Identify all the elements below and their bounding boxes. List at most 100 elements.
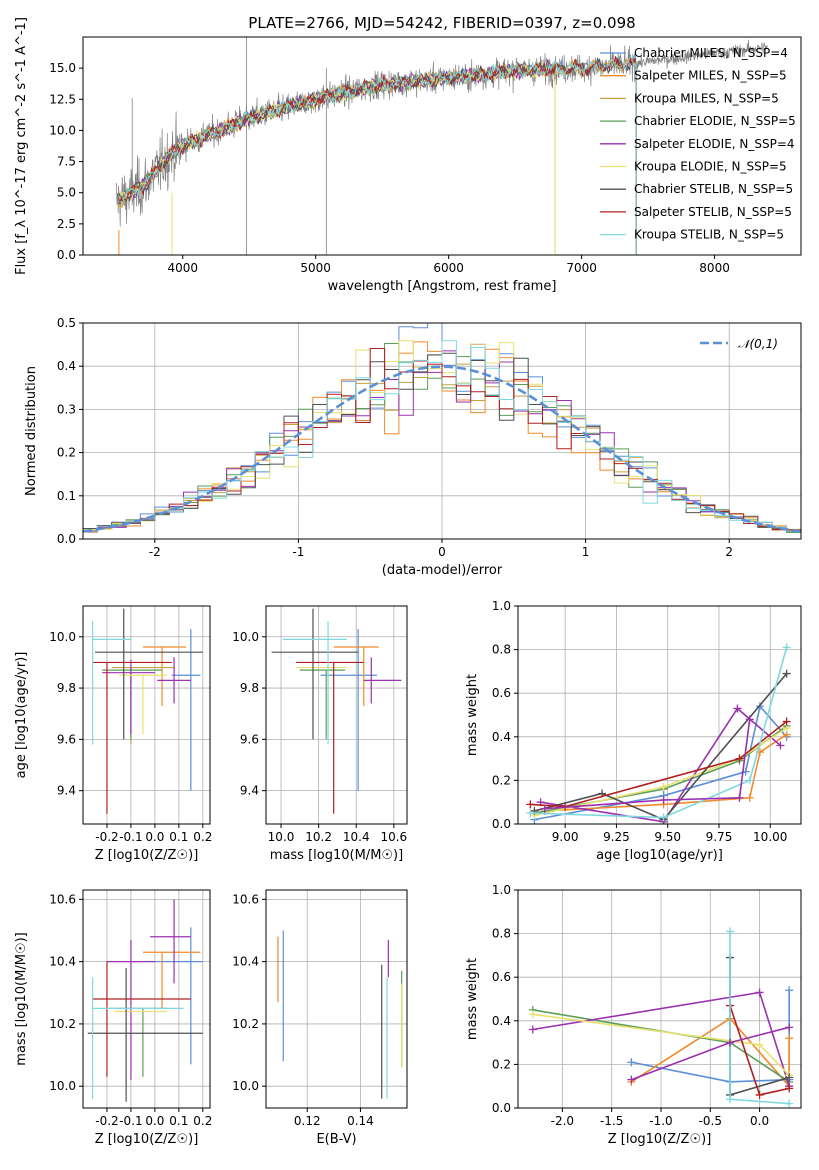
plus-marker	[659, 782, 668, 791]
x-tick-label: -1	[292, 545, 304, 559]
plus-marker	[785, 1034, 794, 1043]
y-axis-label: Flux [f_λ 10^-17 erg cm^-2 s^-1 A^-1]	[14, 17, 29, 275]
weight-line	[540, 707, 782, 823]
plot-content	[91, 608, 203, 814]
plot-area	[266, 890, 407, 1108]
plot-area	[518, 890, 801, 1108]
plot-area	[266, 606, 407, 824]
legend: Chabrier MILES, N_SSP=4 Salpeter MILES, N…	[600, 46, 796, 242]
x-tick-label: 2	[725, 545, 733, 559]
plus-marker	[745, 776, 754, 785]
plus-marker	[526, 809, 535, 818]
axes-frame	[82, 36, 802, 256]
x-tick-label: 7000	[566, 261, 597, 275]
y-tick-label: 0.3	[57, 402, 76, 416]
plus-marker	[785, 1073, 794, 1082]
y-axis-label: Normed distribution	[24, 366, 39, 496]
x-tick-label: -1.5	[600, 1114, 623, 1128]
y-tick-label: 0.6	[492, 970, 511, 984]
x-tick-label: 10.00	[753, 830, 787, 844]
y-tick-label: 0.2	[57, 446, 76, 460]
weight-line	[534, 673, 788, 821]
legend-label: Kroupa ELODIE, N_SSP=5	[634, 160, 787, 174]
plus-marker	[528, 1025, 537, 1034]
y-tick-label: 0.4	[57, 359, 76, 373]
x-tick-label: 9.00	[552, 830, 579, 844]
y-tick-label: 7.5	[57, 155, 76, 169]
legend-label: 𝒩(0,1)	[738, 337, 778, 351]
x-tick-label: -2.0	[551, 1114, 574, 1128]
x-tick-label: 0.0	[145, 830, 164, 844]
y-tick-label: 9.4	[240, 784, 259, 798]
y-axis-label: age [log10(age/yr)]	[14, 652, 29, 779]
plus-marker	[755, 988, 764, 997]
y-axis-label: mass [log10(M/M☉)]	[14, 932, 29, 1065]
legend-label: Chabrier MILES, N_SSP=4	[634, 46, 788, 60]
x-tick-label: 10.2	[305, 830, 332, 844]
axes-frame	[517, 605, 802, 825]
x-tick-label: 0.14	[347, 1114, 374, 1128]
x-tick-label: 1	[582, 545, 590, 559]
histogram-step	[83, 340, 801, 539]
y-axis-label: mass weight	[465, 958, 480, 1040]
x-tick-label: 10.4	[343, 830, 370, 844]
x-tick-label: -0.2	[95, 1114, 118, 1128]
axes-weight_vs_Z: -2.0 -1.5 -1.0 -0.5 0.0 0.0 0.2 0.4 0.6 0.8 1.0 Z […	[465, 883, 802, 1147]
y-tick-label: 0.2	[492, 773, 511, 787]
y-axis-label: mass weight	[465, 674, 480, 756]
y-tick-label: 0.8	[492, 643, 511, 657]
plot-content	[87, 899, 203, 1102]
y-tick-label: 10.6	[232, 892, 259, 906]
y-tick-label: 10.4	[49, 955, 76, 969]
model-line	[118, 56, 637, 205]
plus-marker	[785, 986, 794, 995]
y-tick-label: 10.2	[49, 1017, 76, 1031]
y-tick-label: 0.6	[492, 686, 511, 700]
y-tick-label: 10.0	[49, 123, 76, 137]
x-axis-label: Z [log10(Z/Z☉)]	[95, 848, 199, 863]
x-tick-label: 0.1	[169, 1114, 188, 1128]
legend-label: Salpeter STELIB, N_SSP=5	[634, 205, 792, 219]
plus-marker	[782, 669, 791, 678]
y-tick-label: 2.5	[57, 217, 76, 231]
plus-marker	[785, 1099, 794, 1108]
axes-age_vs_mass: 10.0 10.2 10.4 10.6 9.4 9.6 9.8 10.0 mass [log10…	[232, 605, 408, 863]
x-axis-label: wavelength [Angstrom, rest frame]	[328, 279, 557, 294]
x-tick-label: -1.0	[649, 1114, 672, 1128]
axes-frame	[517, 889, 802, 1109]
x-tick-label: 0	[438, 545, 446, 559]
plus-marker	[726, 1095, 735, 1104]
plus-marker	[745, 715, 754, 724]
x-axis-label: age [log10(age/yr)]	[596, 848, 723, 863]
plus-marker	[733, 704, 742, 713]
y-tick-label: 0.0	[57, 532, 76, 546]
x-tick-label: 10.0	[268, 830, 295, 844]
y-tick-label: 10.0	[49, 630, 76, 644]
model-line	[118, 56, 637, 205]
x-tick-label: 0.0	[750, 1114, 769, 1128]
plus-marker	[627, 1075, 636, 1084]
y-tick-label: 0.5	[57, 316, 76, 330]
y-tick-label: 0.0	[492, 1101, 511, 1115]
plot-content	[526, 643, 791, 824]
plot-content	[528, 927, 794, 1108]
y-tick-label: 5.0	[57, 186, 76, 200]
weight-line	[534, 727, 788, 817]
x-tick-label: 0.2	[193, 830, 212, 844]
plus-marker	[726, 927, 735, 936]
plus-marker	[540, 804, 549, 813]
x-tick-label: 9.25	[603, 830, 630, 844]
plot-content	[115, 37, 768, 255]
y-tick-label: 1.0	[492, 883, 511, 897]
x-tick-label: 0.12	[294, 1114, 321, 1128]
plus-marker	[627, 1058, 636, 1067]
x-tick-label: 0.2	[193, 1114, 212, 1128]
axes-frame	[265, 605, 408, 825]
y-tick-label: 0.1	[57, 489, 76, 503]
axes-frame	[265, 889, 408, 1109]
y-tick-label: 12.5	[49, 92, 76, 106]
x-axis-label: Z [log10(Z/Z☉)]	[608, 1132, 712, 1147]
axes-age_vs_Z: -0.2 -0.1 0.0 0.1 0.2 9.4 9.6 9.8 10.0 Z [log10(Z…	[14, 605, 212, 863]
x-tick-label: 9.75	[706, 830, 733, 844]
x-tick-label: -2	[149, 545, 161, 559]
